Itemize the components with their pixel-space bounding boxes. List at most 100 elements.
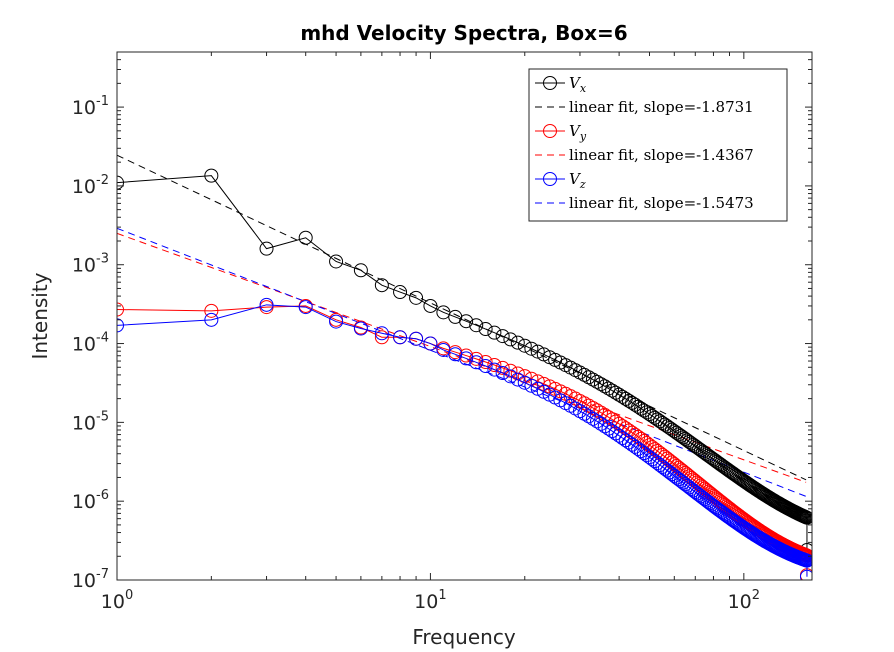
data-point-z-9 (423, 336, 438, 351)
data-point-z-50 (645, 452, 660, 467)
legend-series-label: Vx (569, 74, 587, 95)
data-point-z-4 (329, 314, 344, 329)
data-point-x-54 (655, 415, 670, 430)
data-point-x-34 (593, 377, 608, 392)
data-point-x-19 (517, 338, 532, 353)
data-point-z-51 (647, 454, 662, 469)
data-point-z-55 (657, 461, 672, 476)
data-point-x-10 (436, 305, 451, 320)
data-point-z-54 (655, 459, 670, 474)
data-point-x-9 (423, 298, 438, 313)
data-point-z-14 (478, 359, 493, 374)
data-point-z-20 (524, 378, 539, 393)
data-point-z-17 (503, 369, 518, 384)
y-tick-label: 10-1 (72, 94, 109, 119)
data-point-x-17 (503, 332, 518, 347)
legend-series-marker (543, 172, 557, 186)
series-markers-z (117, 297, 812, 580)
data-point-z-158 (799, 553, 812, 568)
data-point-x-5 (353, 263, 368, 278)
data-point-z-72 (693, 489, 708, 504)
data-point-x-36 (601, 381, 616, 396)
data-point-z-74 (697, 492, 712, 507)
plot-clip-group (117, 154, 812, 580)
data-point-x-13 (469, 318, 484, 333)
data-point-x-53 (652, 414, 667, 429)
data-point-x-21 (530, 344, 545, 359)
data-point-x-2 (259, 241, 274, 256)
legend-series-marker (543, 76, 557, 90)
y-tick-label: 10-7 (72, 567, 109, 592)
data-point-x-6 (374, 278, 389, 293)
data-point-z-29 (572, 404, 587, 419)
chart-title: mhd Velocity Spectra, Box=6 (300, 21, 627, 45)
data-point-x-30 (577, 367, 592, 382)
data-point-y-14 (478, 354, 493, 369)
y-axis-label: Intensity (28, 272, 52, 359)
data-point-x-35 (597, 379, 612, 394)
data-point-z-12 (459, 351, 474, 366)
legend-fit-label: linear fit, slope=-1.4367 (569, 146, 754, 164)
data-point-z-18 (510, 372, 525, 387)
data-point-x-18 (510, 335, 525, 350)
data-point-z-53 (652, 458, 667, 473)
y-tick-label: 10-5 (72, 409, 109, 434)
legend-series-marker (543, 124, 557, 138)
data-point-y-0 (117, 302, 124, 317)
data-point-x-0 (117, 175, 124, 190)
data-point-x-56 (660, 419, 675, 434)
data-point-z-15 (487, 362, 502, 377)
legend-series-label: Vz (569, 170, 586, 191)
data-point-z-36 (601, 421, 616, 436)
data-point-z-7 (393, 330, 408, 345)
data-point-x-16 (495, 329, 510, 344)
data-point-x-1 (204, 168, 219, 183)
data-point-z-38 (608, 426, 623, 441)
data-point-z-37 (605, 424, 620, 439)
x-tick-label: 101 (414, 588, 446, 613)
data-point-z-19 (517, 375, 532, 390)
series-markers-x (117, 168, 812, 558)
data-point-z-8 (409, 331, 424, 346)
data-point-y-17 (503, 363, 518, 378)
legend: Vx linear fit, slope=-1.8731 Vy linear fit,… (528, 68, 788, 222)
y-tick-label: 10-4 (72, 331, 109, 356)
data-point-z-56 (660, 463, 675, 478)
data-point-z-31 (581, 409, 596, 424)
plot-area (117, 154, 812, 580)
data-point-z-6 (374, 326, 389, 341)
axis-ticks: 100 101 102 10-7 10-6 10-5 10-4 10-3 10-2 10-1 (72, 51, 812, 613)
data-point-y-6 (374, 330, 389, 345)
y-tick-label: 10-2 (72, 173, 109, 198)
y-tick-label: 10-6 (72, 488, 109, 513)
data-point-x-15 (487, 325, 502, 340)
data-point-z-71 (692, 487, 707, 502)
data-point-z-1 (204, 312, 219, 327)
data-point-y-1 (204, 303, 219, 318)
data-point-z-0 (117, 318, 124, 333)
data-point-y-15 (487, 358, 502, 373)
legend-fit-label: linear fit, slope=-1.5473 (569, 194, 754, 212)
data-point-z-5 (353, 321, 368, 336)
data-point-x-4 (329, 254, 344, 269)
data-point-z-21 (530, 381, 545, 396)
legend-series-label: Vy (569, 122, 587, 143)
x-axis-label: Frequency (412, 625, 515, 649)
data-point-z-16 (495, 366, 510, 381)
data-point-z-34 (593, 416, 608, 431)
data-point-y-30 (577, 396, 592, 411)
plot-frame (116, 51, 813, 581)
data-point-z-159 (799, 569, 812, 580)
data-point-x-38 (608, 385, 623, 400)
data-point-x-52 (650, 412, 665, 427)
data-point-z-73 (695, 490, 710, 505)
data-point-x-12 (459, 314, 474, 329)
data-point-x-20 (524, 341, 539, 356)
data-point-x-55 (657, 417, 672, 432)
y-tick-label: 10-3 (72, 252, 109, 277)
fit-line-x (117, 154, 807, 481)
data-point-y-16 (495, 360, 510, 375)
data-point-x-32 (585, 372, 600, 387)
data-point-x-7 (393, 285, 408, 300)
